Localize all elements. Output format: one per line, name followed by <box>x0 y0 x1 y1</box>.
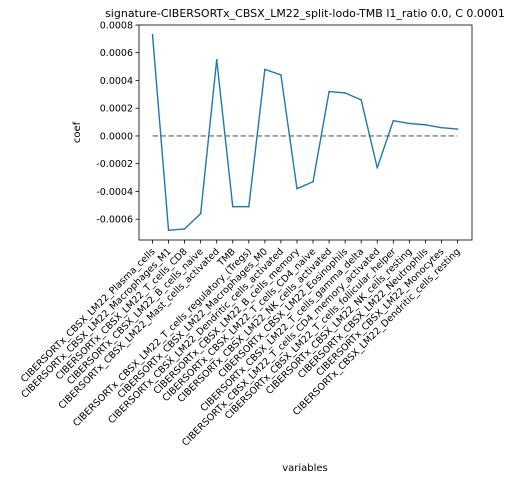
data-point <box>424 124 427 126</box>
data-point <box>280 74 282 76</box>
x-axis-label: variables <box>282 463 328 474</box>
y-tick-label: -0.0006 <box>96 215 133 226</box>
data-point <box>264 68 266 71</box>
data-point <box>392 119 395 122</box>
y-tick-label: 0.0008 <box>100 21 133 32</box>
series-line <box>151 34 458 231</box>
y-tick-label: 0.0006 <box>100 48 133 59</box>
y-axis: 0.0008 0.0006 0.0004 0.0002 0.0000 -0.0002 -0.… <box>96 21 139 226</box>
y-tick-label: -0.0002 <box>96 159 133 170</box>
plot-area <box>138 24 473 241</box>
y-tick-label: 0.0004 <box>100 76 133 87</box>
x-axis: CIBERSORTx_CBSX_LM22_Plasma_cellsCIBERSO… <box>19 240 463 449</box>
y-tick-label: 0.0000 <box>100 131 133 142</box>
data-point <box>312 180 314 183</box>
chart-title: signature-CIBERSORTx_CBSX_LM22_split-lod… <box>105 7 505 20</box>
series-layer <box>151 33 459 232</box>
data-point <box>456 128 459 130</box>
data-point <box>151 33 154 36</box>
data-point <box>296 187 298 190</box>
data-point <box>344 92 346 94</box>
data-point <box>328 90 330 93</box>
y-tick-label: 0.0002 <box>100 104 133 115</box>
data-point <box>167 229 170 232</box>
data-point <box>360 99 362 101</box>
data-point <box>408 122 411 125</box>
y-tick-label: -0.0004 <box>96 187 133 198</box>
data-point <box>376 167 379 169</box>
data-point <box>231 205 234 208</box>
data-point <box>215 58 218 61</box>
data-point <box>199 212 202 215</box>
data-point <box>248 205 250 208</box>
y-axis-label: coef <box>72 121 83 143</box>
data-point <box>440 126 443 129</box>
data-point <box>183 228 186 230</box>
